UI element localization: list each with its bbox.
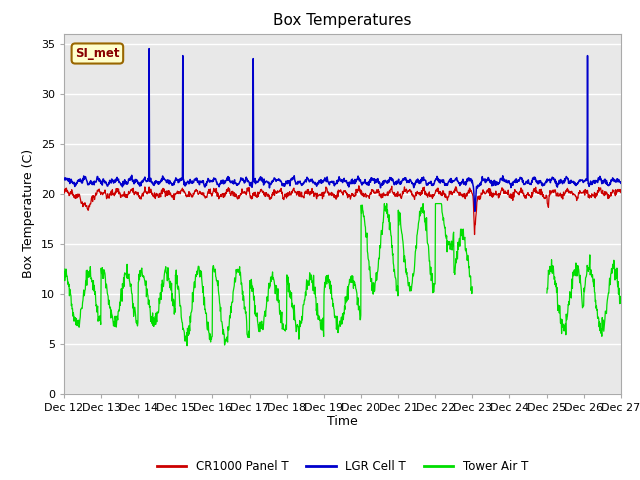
Y-axis label: Box Temperature (C): Box Temperature (C) — [22, 149, 35, 278]
Legend: CR1000 Panel T, LGR Cell T, Tower Air T: CR1000 Panel T, LGR Cell T, Tower Air T — [152, 456, 532, 478]
Text: SI_met: SI_met — [75, 47, 120, 60]
X-axis label: Time: Time — [327, 415, 358, 429]
Title: Box Temperatures: Box Temperatures — [273, 13, 412, 28]
